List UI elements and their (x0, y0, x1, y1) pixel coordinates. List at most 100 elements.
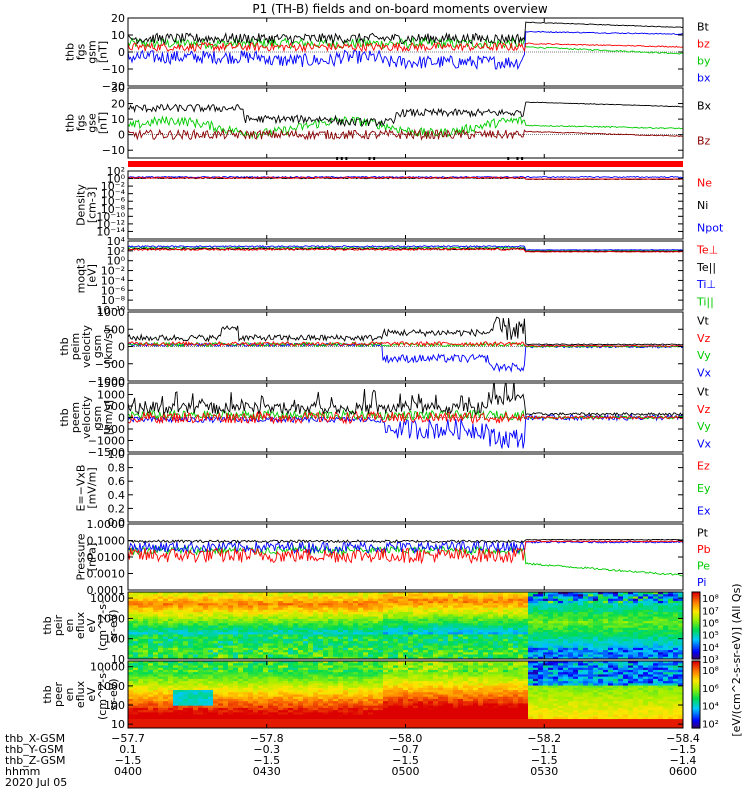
spectrogram-cell (153, 681, 159, 684)
spectrogram-cell (153, 594, 159, 598)
spectrogram-cell (653, 609, 659, 613)
spectrogram-cell (143, 596, 149, 600)
spectrogram-cell (173, 652, 179, 656)
spectrogram-cell (218, 719, 224, 722)
spectrogram-cell (403, 618, 409, 622)
spectrogram-cell (278, 603, 284, 606)
spectrogram-cell (378, 636, 384, 640)
spectrogram-cell (458, 607, 464, 611)
spectrogram-cell (613, 641, 619, 644)
spectrogram-cell (503, 609, 509, 613)
spectrogram-cell (383, 643, 389, 647)
spectrogram-cell (528, 616, 534, 620)
spectrogram-cell (498, 596, 504, 600)
spectrogram-cell (193, 625, 199, 629)
spectrogram-cell (153, 719, 159, 722)
spectrogram-cell (438, 638, 444, 642)
spectrogram-cell (613, 638, 619, 642)
spectrogram-cell (143, 598, 149, 602)
spectrogram-cell (463, 632, 469, 636)
spectrogram-cell (158, 650, 164, 653)
spectrogram-cell (288, 598, 294, 602)
spectrogram-cell (408, 614, 414, 618)
spectrogram-cell (288, 701, 294, 705)
spectrogram-cell (248, 605, 254, 609)
spectrogram-cell (308, 647, 314, 651)
spectrogram-cell (193, 656, 199, 659)
spectrogram-cell (228, 607, 234, 611)
spectrogram-cell (443, 625, 449, 629)
spectrogram-cell (173, 703, 179, 707)
spectrogram-cell (538, 623, 544, 627)
spectrogram-cell (348, 643, 354, 647)
spectrogram-cell (203, 632, 209, 636)
spectrogram-cell (433, 641, 439, 644)
spectrogram-cell (193, 725, 199, 728)
spectrogram-cell (663, 603, 669, 606)
spectrogram-cell (573, 594, 579, 598)
spectrogram-cell (458, 656, 464, 659)
spectrogram-cell (178, 634, 184, 638)
spectrogram-cell (428, 600, 434, 604)
spectrogram-cell (483, 600, 489, 604)
spectrogram-cell (528, 625, 534, 629)
spectrogram-cell (328, 707, 334, 711)
spectrogram-cell (178, 618, 184, 622)
spectrogram-cell (308, 600, 314, 604)
spectrogram-cell (303, 625, 309, 629)
spectrogram-cell (303, 712, 309, 716)
spectrogram-cell (233, 721, 239, 725)
spectrogram-cell (653, 625, 659, 629)
spectrogram-cell (198, 625, 204, 629)
spectrogram-cell (248, 707, 254, 711)
spectrogram-cell (163, 612, 169, 615)
spectrogram-cell (563, 643, 569, 647)
spectrogram-cell (503, 629, 509, 633)
spectrogram-cell (428, 656, 434, 659)
spectrogram-cell (203, 612, 209, 615)
spectrogram-cell (393, 614, 399, 618)
spectrogram-cell (323, 692, 329, 696)
spectrogram-cell (483, 632, 489, 636)
spectrogram-cell (218, 621, 224, 624)
spectrogram-cell (288, 690, 294, 693)
spectrogram-cell (488, 621, 494, 624)
spectrogram-cell (398, 621, 404, 624)
ylabel-line: E=−VxB (75, 465, 88, 512)
spectrogram-cell (318, 592, 324, 595)
spectrogram-cell (248, 609, 254, 613)
spectrogram-cell (418, 634, 424, 638)
spectrogram-cell (453, 609, 459, 613)
spectrogram-cell (348, 629, 354, 633)
spectrogram-cell (483, 605, 489, 609)
spectrogram-cell (493, 609, 499, 613)
spectrogram-cell (163, 669, 169, 673)
spectrogram-cell (463, 621, 469, 624)
spectrogram-cell (358, 645, 364, 649)
spectrogram-cell (158, 616, 164, 620)
spectrogram-cell (223, 598, 229, 602)
spectrogram-cell (208, 652, 214, 656)
spectrogram-cell (278, 705, 284, 709)
spectrogram-cell (143, 698, 149, 702)
spectrogram-cell (128, 625, 134, 629)
spectrogram-cell (153, 650, 159, 653)
spectrogram-cell (373, 641, 379, 644)
spectrogram-cell (553, 616, 559, 620)
spectrogram-cell (448, 612, 454, 615)
spectrogram-cell (423, 598, 429, 602)
spectrogram-cell (293, 654, 299, 658)
spectrogram-cell (568, 618, 574, 622)
spectrogram-cell (303, 656, 309, 659)
spectrogram-cell (558, 600, 564, 604)
spectrogram-cell (333, 710, 339, 713)
spectrogram-cell (448, 614, 454, 618)
spectrogram-cell (253, 596, 259, 600)
spectrogram-cell (338, 692, 344, 696)
spectrogram-cell (133, 607, 139, 611)
spectrogram-cell (288, 654, 294, 658)
spectrogram-cell (553, 641, 559, 644)
spectrogram-cell (608, 629, 614, 633)
spectrogram-cell (523, 600, 529, 604)
spectrogram-cell (658, 645, 664, 649)
